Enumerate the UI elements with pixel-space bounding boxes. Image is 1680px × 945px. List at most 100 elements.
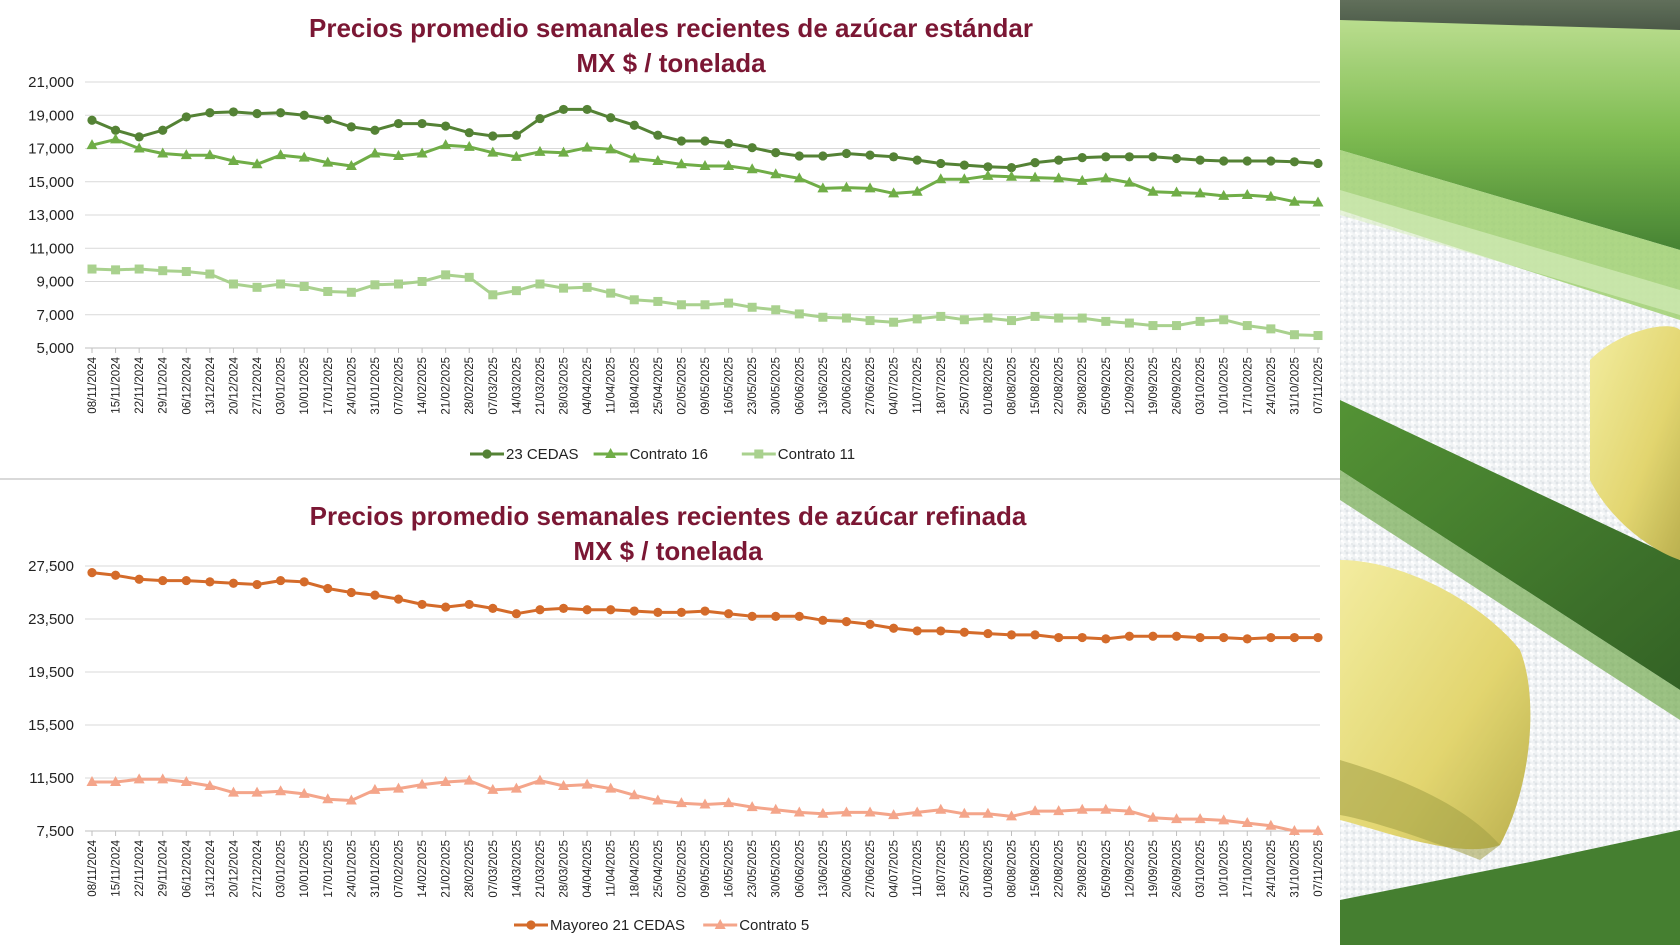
data-point: [441, 270, 451, 280]
data-point: [747, 143, 757, 153]
data-point: [1242, 321, 1252, 331]
data-point: [912, 314, 922, 324]
data-point: [581, 778, 593, 789]
legend-item: 23 CEDAS: [470, 446, 579, 463]
x-tick-label: 15/11/2024: [111, 839, 123, 896]
data-point: [959, 160, 969, 170]
x-tick-label: 27/06/2025: [865, 840, 877, 898]
data-point: [558, 779, 570, 790]
data-point: [653, 607, 663, 617]
data-point: [959, 627, 969, 637]
legend: Mayoreo 21 CEDAS Contrato 5: [514, 917, 809, 934]
x-tick-label: 22/11/2024: [134, 356, 146, 413]
y-tick-label: 5,000: [36, 340, 74, 357]
data-point: [558, 603, 569, 613]
data-point: [675, 797, 687, 808]
data-point: [1219, 156, 1229, 166]
x-tick-label: 30/05/2025: [771, 840, 783, 898]
data-point: [535, 113, 545, 124]
series-line: [91, 571, 1318, 641]
data-point: [535, 279, 545, 289]
data-point: [322, 793, 334, 804]
x-tick-label: 18/07/2025: [936, 840, 948, 898]
series-23-cedas: [87, 104, 1323, 173]
data-point: [441, 121, 451, 131]
x-tick-label: 08/08/2025: [1007, 357, 1019, 415]
data-point: [1265, 190, 1277, 201]
data-point: [629, 120, 639, 130]
data-point: [1101, 316, 1111, 326]
x-tick-label: 14/02/2025: [417, 840, 429, 898]
x-tick-label: 14/02/2025: [417, 357, 429, 415]
data-point: [252, 282, 262, 292]
data-point: [534, 774, 546, 785]
data-point: [746, 163, 758, 174]
data-point: [1124, 152, 1134, 162]
x-tick-label: 12/09/2025: [1124, 840, 1136, 898]
data-point: [723, 797, 735, 808]
data-point: [675, 158, 687, 169]
data-point: [1148, 321, 1158, 331]
chart-azucar-refinada: Precios promedio semanales recientes de …: [28, 501, 1325, 934]
x-tick-label: 28/03/2025: [559, 840, 571, 898]
data-point: [983, 162, 993, 172]
data-point: [1195, 155, 1205, 165]
y-tick-label: 11,000: [29, 240, 74, 257]
x-tick-label: 04/04/2025: [582, 357, 594, 415]
data-point: [982, 807, 994, 818]
data-point: [1100, 172, 1112, 183]
data-point: [299, 110, 309, 120]
data-point: [794, 151, 804, 161]
legend-label: Contrato 11: [778, 446, 855, 463]
data-point: [393, 149, 404, 160]
data-point: [134, 264, 144, 274]
data-point: [464, 128, 474, 138]
x-tick-label: 11/07/2025: [912, 840, 924, 897]
data-point: [1030, 311, 1040, 321]
data-point: [393, 594, 404, 604]
data-point: [346, 122, 356, 132]
x-tick-label: 06/12/2024: [181, 839, 193, 897]
data-point: [534, 145, 546, 156]
data-point: [133, 773, 145, 784]
x-tick-label: 11/04/2025: [606, 840, 618, 897]
data-point: [510, 150, 522, 161]
data-point: [1030, 158, 1040, 168]
x-tick-label: 20/06/2025: [841, 357, 853, 415]
data-point: [1241, 817, 1253, 828]
data-point: [582, 605, 592, 615]
data-point: [1007, 316, 1016, 326]
data-point: [864, 806, 876, 817]
series-mayoreo-21-cedas: [87, 568, 1323, 644]
x-tick-label: 15/08/2025: [1030, 840, 1042, 898]
data-point: [558, 104, 569, 115]
data-point: [793, 172, 805, 183]
x-tick-label: 04/07/2025: [889, 357, 901, 415]
data-point: [1054, 155, 1064, 165]
data-point: [227, 786, 239, 797]
data-point: [370, 280, 380, 290]
data-point: [652, 154, 664, 165]
data-point: [464, 599, 474, 610]
data-point: [793, 806, 805, 817]
x-tick-label: 01/08/2025: [983, 840, 995, 898]
data-point: [86, 775, 98, 786]
data-point: [487, 146, 499, 157]
data-point: [724, 298, 734, 308]
legend-item: Contrato 11: [741, 446, 855, 463]
data-point: [1219, 315, 1229, 325]
x-tick-label: 22/08/2025: [1054, 840, 1066, 898]
y-tick-label: 27,500: [28, 558, 74, 575]
data-point: [1242, 156, 1252, 166]
data-point: [911, 185, 923, 196]
data-point: [1124, 318, 1134, 328]
x-tick-label: 07/11/2025: [1313, 840, 1325, 897]
data-point: [818, 615, 828, 625]
y-tick-label: 7,000: [36, 307, 74, 324]
data-point: [393, 782, 404, 793]
x-tick-label: 03/01/2025: [276, 357, 288, 415]
x-tick-label: 18/07/2025: [936, 357, 948, 415]
data-point: [1148, 631, 1158, 641]
data-point: [1123, 176, 1135, 187]
data-point: [417, 277, 427, 286]
